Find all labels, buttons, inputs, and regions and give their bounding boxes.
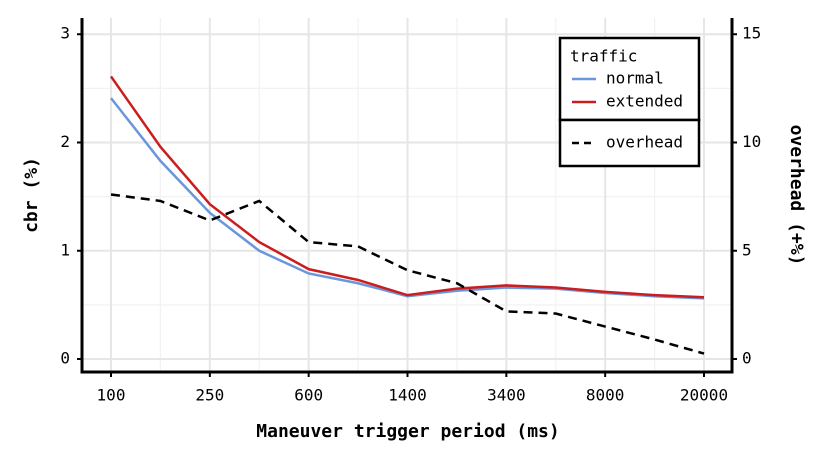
y-tick-label: 0	[60, 349, 70, 368]
x-tick-label: 100	[97, 386, 126, 405]
legend-label: extended	[606, 92, 683, 111]
x-tick-label: 250	[195, 386, 224, 405]
x-tick-label: 1400	[388, 386, 427, 405]
line	[110, 193, 705, 355]
x-tick-label: 600	[294, 386, 323, 405]
y-axis-label: cbr (%)	[21, 157, 42, 233]
y2-axis-label: overhead (+%)	[786, 125, 807, 266]
x-tick-label: 3400	[487, 386, 526, 405]
legend-label: normal	[606, 69, 664, 88]
y2-tick-label: 0	[742, 349, 752, 368]
y-tick-label: 3	[60, 24, 70, 43]
y-tick-label: 1	[60, 240, 70, 259]
x-tick-label: 8000	[586, 386, 625, 405]
y2-tick-label: 5	[742, 240, 752, 259]
x-tick-label: 20000	[680, 386, 728, 405]
y2-tick-label: 15	[742, 24, 761, 43]
line	[109, 75, 705, 299]
legend-box	[558, 118, 701, 168]
y2-tick-label: 10	[742, 132, 761, 151]
y-tick-label: 2	[60, 132, 70, 151]
axes	[80, 18, 734, 374]
legend-label: overhead	[606, 133, 683, 152]
x-axis-label: Maneuver trigger period (ms)	[256, 421, 559, 442]
legend-title: traffic	[570, 47, 637, 66]
